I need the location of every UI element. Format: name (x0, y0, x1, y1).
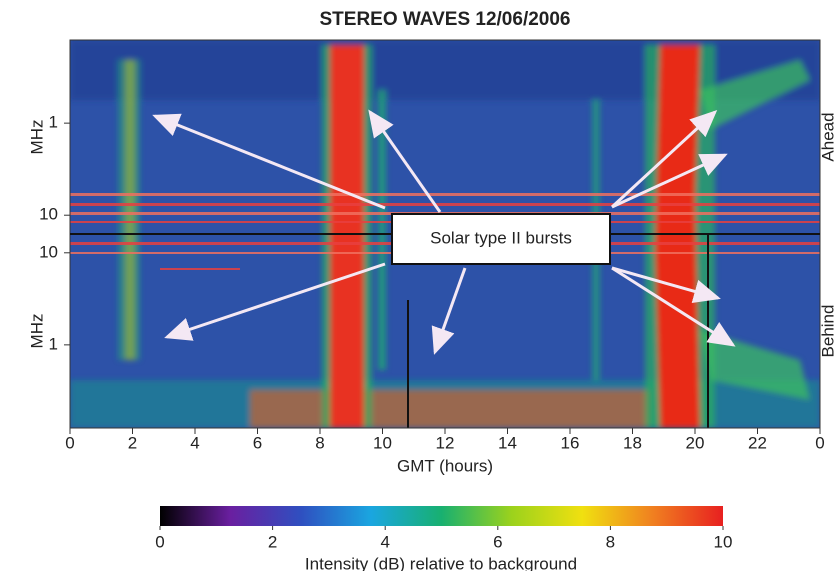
colorbar (160, 506, 723, 526)
colorbar-tick-label: 6 (493, 532, 502, 551)
x-tick-label: 8 (315, 433, 324, 452)
colorbar-label: Intensity (dB) relative to background (305, 554, 577, 571)
x-tick-label: 0 (815, 433, 824, 452)
chart-title: STEREO WAVES 12/06/2006 (320, 9, 571, 30)
x-tick-label: 6 (253, 433, 262, 452)
x-tick-label: 0 (65, 433, 74, 452)
annotation: Solar type II bursts (430, 228, 572, 247)
arrows (152, 109, 736, 355)
y-tick-label: 10 (39, 242, 58, 261)
colorbar-tick-label: 0 (155, 532, 164, 551)
x-tick-label: 12 (436, 433, 455, 452)
colorbar-tick-label: 8 (606, 532, 615, 551)
panel-label: Behind (818, 305, 837, 358)
panel-label: Ahead (818, 112, 837, 161)
y-tick-label: 1 (49, 113, 58, 132)
x-tick-label: 20 (686, 433, 705, 452)
colorbar-tick-label: 2 (268, 532, 277, 551)
x-tick-label: 10 (373, 433, 392, 452)
annotation-box (391, 213, 611, 265)
x-axis-label: GMT (hours) (397, 456, 493, 475)
y-axis-label: MHz (27, 120, 46, 155)
y-tick-label: 10 (39, 205, 58, 224)
colorbar-tick-label: 10 (714, 532, 733, 551)
x-tick-label: 4 (190, 433, 199, 452)
y-tick-label: 1 (49, 334, 58, 353)
x-tick-label: 18 (623, 433, 642, 452)
x-tick-label: 2 (128, 433, 137, 452)
x-tick-label: 22 (748, 433, 767, 452)
x-tick-label: 14 (498, 433, 517, 452)
x-tick-label: 16 (561, 433, 580, 452)
y-axis-label: MHz (27, 314, 46, 349)
colorbar-tick-label: 4 (380, 532, 389, 551)
